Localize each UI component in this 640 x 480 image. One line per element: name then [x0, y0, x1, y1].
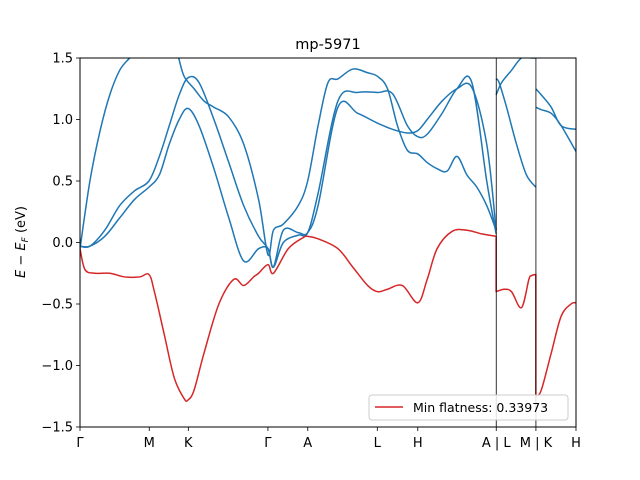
y-tick-label: 1.5 [52, 52, 73, 67]
band-line-1 [80, 75, 497, 268]
band-line-6 [495, 58, 536, 96]
band-line-4 [177, 58, 497, 257]
band-line-5 [495, 78, 537, 188]
plot-area [79, 57, 577, 428]
x-axis: Γ M K Γ A L H A | L M | K H [76, 427, 581, 451]
x-tick-label: K [184, 436, 193, 451]
y-axis-label: E − EF (eV) [14, 206, 31, 278]
x-tick-label: H [413, 436, 423, 451]
chart-title: mp-5971 [295, 37, 360, 53]
legend: Min flatness: 0.33973 [368, 394, 569, 421]
y-axis: −1.5 −1.0 −0.5 0.0 0.5 1.0 1.5 [41, 52, 80, 436]
x-tick-label: H [571, 436, 581, 451]
y-tick-label: −1.0 [41, 359, 73, 374]
x-tick-label: A | L [482, 436, 512, 451]
x-tick-label: M [144, 436, 155, 451]
legend-box [368, 394, 569, 421]
flat-band-line [80, 228, 576, 402]
segment-breaks [495, 58, 537, 427]
y-tick-label: 1.0 [52, 113, 73, 128]
band-line-3 [80, 58, 131, 249]
y-tick-label: 0.5 [52, 175, 73, 190]
x-tick-label: L [374, 436, 382, 451]
y-tick-label: 0.0 [52, 236, 73, 251]
x-tick-label: Γ [264, 436, 272, 451]
x-tick-label: M | K [520, 436, 553, 451]
legend-label: Min flatness: 0.33973 [413, 400, 548, 415]
series-layer [80, 58, 576, 402]
x-tick-label: Γ [76, 436, 84, 451]
band-line-2 [80, 82, 497, 269]
x-tick-label: A [303, 436, 312, 451]
band-line-7 [535, 88, 576, 131]
y-tick-label: −0.5 [41, 298, 73, 313]
band-line-8 [535, 106, 576, 152]
y-tick-label: −1.5 [41, 421, 73, 436]
